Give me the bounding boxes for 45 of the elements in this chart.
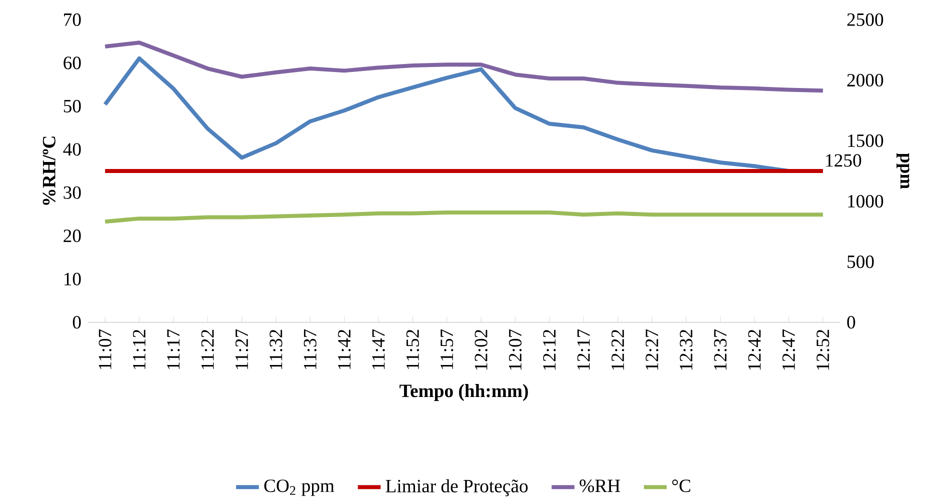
y2-tick-label: 0 bbox=[847, 316, 856, 329]
x-tick-label: 12:47 bbox=[782, 329, 796, 370]
x-tick-label: 12:17 bbox=[577, 329, 590, 370]
x-tick-label: 11:07 bbox=[98, 329, 112, 370]
x-tick-label: 12:42 bbox=[748, 330, 761, 370]
y-tick-label: 70 bbox=[64, 13, 81, 26]
x-tick-label: 12:02 bbox=[474, 330, 488, 370]
y-tick-label: 40 bbox=[63, 143, 81, 156]
x-tick-label: 11:32 bbox=[270, 330, 282, 370]
y-tick-label: 20 bbox=[64, 230, 81, 242]
y2-tick-label: 500 bbox=[848, 255, 874, 268]
x-tick-label: 12:52 bbox=[816, 330, 830, 370]
x-tick-label: 11:12 bbox=[132, 330, 146, 370]
x-tick-label: 11:47 bbox=[372, 329, 385, 370]
x-tick-label: 12:12 bbox=[543, 330, 556, 370]
y-axis-title: %RH/ºC bbox=[42, 136, 56, 205]
x-tick-label: 12:37 bbox=[714, 329, 727, 370]
legend-label: CO$_{2}$ ppm bbox=[264, 480, 334, 496]
legend-label: Limiar de Proteção bbox=[386, 479, 528, 496]
x-tick-label: 11:22 bbox=[201, 330, 214, 370]
line-series bbox=[103, 40, 825, 93]
x-tick-label: 12:32 bbox=[680, 330, 693, 370]
y-tick-label: 30 bbox=[64, 186, 81, 199]
x-tick-label: 11:27 bbox=[236, 329, 248, 370]
y2-tick-label: 2000 bbox=[847, 74, 884, 87]
x-tick-label: 11:17 bbox=[167, 329, 180, 370]
x-tick-label: 11:57 bbox=[440, 329, 454, 370]
y2-axis-title: ppm bbox=[896, 153, 910, 189]
x-tick-label: 11:37 bbox=[304, 329, 317, 370]
legend-label: °C bbox=[672, 480, 690, 492]
y-tick-label: 0 bbox=[72, 316, 81, 329]
legend-label: %RH bbox=[580, 480, 620, 492]
y2-tick-label: 2500 bbox=[847, 13, 884, 26]
x-tick-label: 12:07 bbox=[508, 329, 522, 370]
y2-tick-label: 1000 bbox=[848, 194, 884, 208]
x-tick-label: 11:42 bbox=[338, 330, 351, 370]
x-tick-label: 11:52 bbox=[406, 330, 420, 370]
x-tick-label: 12:22 bbox=[612, 330, 624, 370]
y-tick-label: 60 bbox=[64, 56, 81, 70]
y-tick-label: 50 bbox=[64, 100, 81, 112]
x-tick-label: 12:27 bbox=[646, 329, 658, 370]
data-label: 1250 bbox=[826, 154, 862, 167]
x-axis-title: Tempo (hh:mm) bbox=[400, 384, 528, 401]
y2-tick-label: 1500 bbox=[848, 134, 884, 148]
y-tick-label: 10 bbox=[64, 272, 81, 286]
